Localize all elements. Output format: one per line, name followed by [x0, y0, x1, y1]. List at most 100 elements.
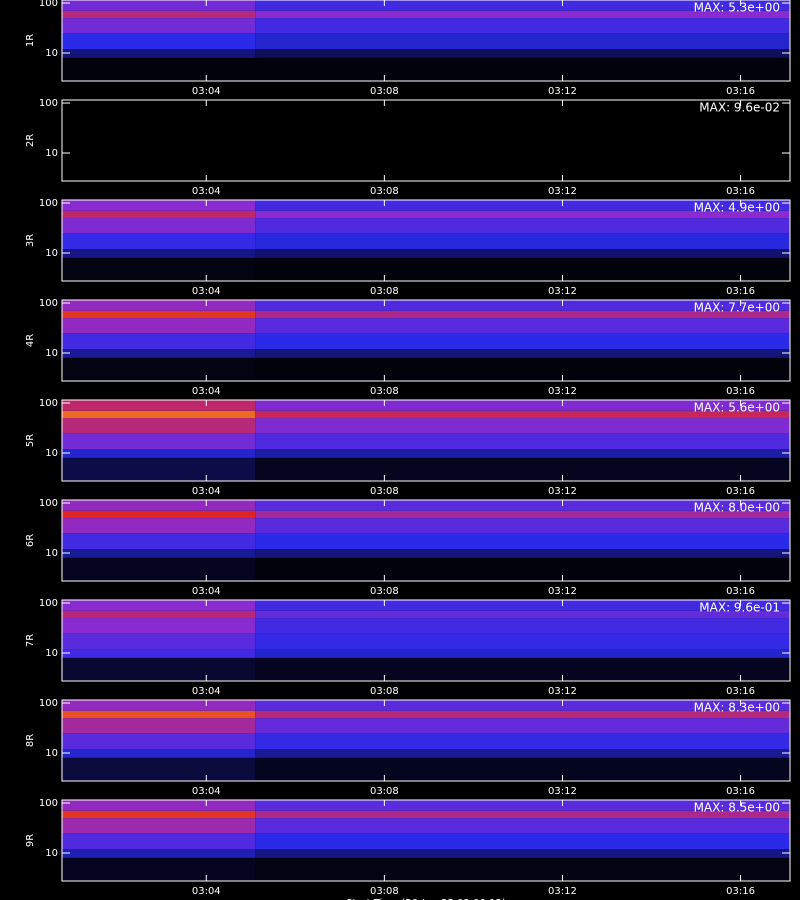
heat-cell — [255, 218, 791, 234]
heat-cell — [255, 433, 791, 450]
annotation: MAX: 9.6e-02 — [699, 101, 780, 115]
heat-cell — [255, 700, 791, 711]
heat-cell — [255, 533, 791, 550]
heat-cell — [255, 810, 791, 819]
y-axis-label: 3R — [25, 234, 36, 247]
heat-cell — [62, 333, 256, 350]
heat-cell — [62, 500, 256, 511]
heat-cell — [62, 749, 256, 758]
y-tick-label: 10 — [45, 348, 58, 359]
x-tick-label: 03:08 — [370, 86, 399, 97]
heat-cell — [62, 657, 256, 681]
x-tick-label: 03:08 — [370, 886, 399, 897]
x-axis-label: Start Time (20-Jan-25 03:00:12) — [346, 898, 506, 900]
heat-cell — [255, 649, 791, 658]
x-tick-label: 03:12 — [548, 286, 577, 297]
heat-cell — [62, 649, 256, 658]
x-tick-label: 03:12 — [548, 586, 577, 597]
heat-cell — [62, 349, 256, 358]
heat-cell — [62, 618, 256, 634]
heat-cell — [62, 457, 256, 481]
heat-cell — [62, 710, 256, 719]
heat-cell — [62, 318, 256, 334]
heat-cell — [62, 110, 256, 119]
heat-cell — [255, 857, 791, 881]
heat-cell — [62, 118, 256, 134]
y-tick-label: 10 — [45, 248, 58, 259]
heat-cell — [255, 710, 791, 719]
plot-frame — [61, 799, 791, 882]
annotation: MAX: 8.0e+00 — [694, 501, 780, 515]
y-tick-label: 10 — [45, 748, 58, 759]
x-tick-label: 03:04 — [192, 786, 221, 797]
annotation: MAX: 5.6e+00 — [694, 401, 780, 415]
annotation: MAX: 4.9e+00 — [694, 201, 780, 215]
x-tick-label: 03:16 — [726, 886, 755, 897]
heat-cell — [62, 857, 256, 881]
heat-cell — [62, 810, 256, 819]
heat-cell — [255, 818, 791, 834]
heat-cell — [62, 433, 256, 450]
heat-cell — [62, 310, 256, 319]
heat-cell — [62, 149, 256, 158]
plot-frame — [61, 499, 791, 582]
heat-cell — [62, 733, 256, 750]
heat-cell — [62, 257, 256, 281]
x-tick-label: 03:12 — [548, 686, 577, 697]
y-axis-label: 9R — [25, 834, 36, 847]
heat-cell — [62, 800, 256, 811]
y-tick-label: 100 — [39, 698, 58, 709]
y-tick-label: 10 — [45, 648, 58, 659]
heat-cell — [255, 349, 791, 358]
heat-cell — [62, 718, 256, 734]
heat-cell — [62, 157, 256, 181]
heat-cell — [255, 0, 791, 11]
annotation: MAX: 9.6e-01 — [699, 601, 780, 615]
heat-cell — [255, 510, 791, 519]
heat-cell — [255, 657, 791, 681]
heat-cell — [62, 249, 256, 258]
heat-cell — [255, 749, 791, 758]
heat-cell — [255, 457, 791, 481]
x-tick-label: 03:12 — [548, 786, 577, 797]
x-tick-label: 03:16 — [726, 586, 755, 597]
x-tick-label: 03:04 — [192, 386, 221, 397]
heat-cell — [62, 600, 256, 611]
heat-cell — [255, 149, 791, 158]
heat-cell — [255, 118, 791, 134]
heat-cell — [255, 757, 791, 781]
y-tick-label: 100 — [39, 598, 58, 609]
heat-cell — [62, 33, 256, 50]
y-tick-label: 100 — [39, 798, 58, 809]
heat-cell — [255, 718, 791, 734]
x-tick-label: 03:16 — [726, 186, 755, 197]
heat-cell — [62, 57, 256, 81]
heat-cell — [255, 110, 791, 119]
y-tick-label: 100 — [39, 198, 58, 209]
x-tick-label: 03:16 — [726, 286, 755, 297]
x-tick-label: 03:04 — [192, 486, 221, 497]
heat-cell — [255, 400, 791, 411]
heat-cell — [62, 557, 256, 581]
heat-cell — [62, 400, 256, 411]
heat-cell — [255, 310, 791, 319]
heat-cell — [62, 233, 256, 250]
x-tick-label: 03:04 — [192, 286, 221, 297]
heat-cell — [255, 100, 791, 111]
y-axis-label: 5R — [25, 434, 36, 447]
heat-cell — [255, 733, 791, 750]
heat-cell — [255, 610, 791, 619]
x-tick-label: 03:12 — [548, 386, 577, 397]
heat-cell — [255, 418, 791, 434]
annotation: MAX: 8.5e+00 — [694, 801, 780, 815]
annotation: MAX: 5.3e+00 — [694, 1, 780, 15]
heat-cell — [62, 533, 256, 550]
heat-cell — [62, 100, 256, 111]
x-tick-label: 03:04 — [192, 86, 221, 97]
y-axis-label: 4R — [25, 334, 36, 347]
x-tick-label: 03:08 — [370, 686, 399, 697]
y-axis-label: 2R — [25, 134, 36, 147]
heat-cell — [255, 233, 791, 250]
